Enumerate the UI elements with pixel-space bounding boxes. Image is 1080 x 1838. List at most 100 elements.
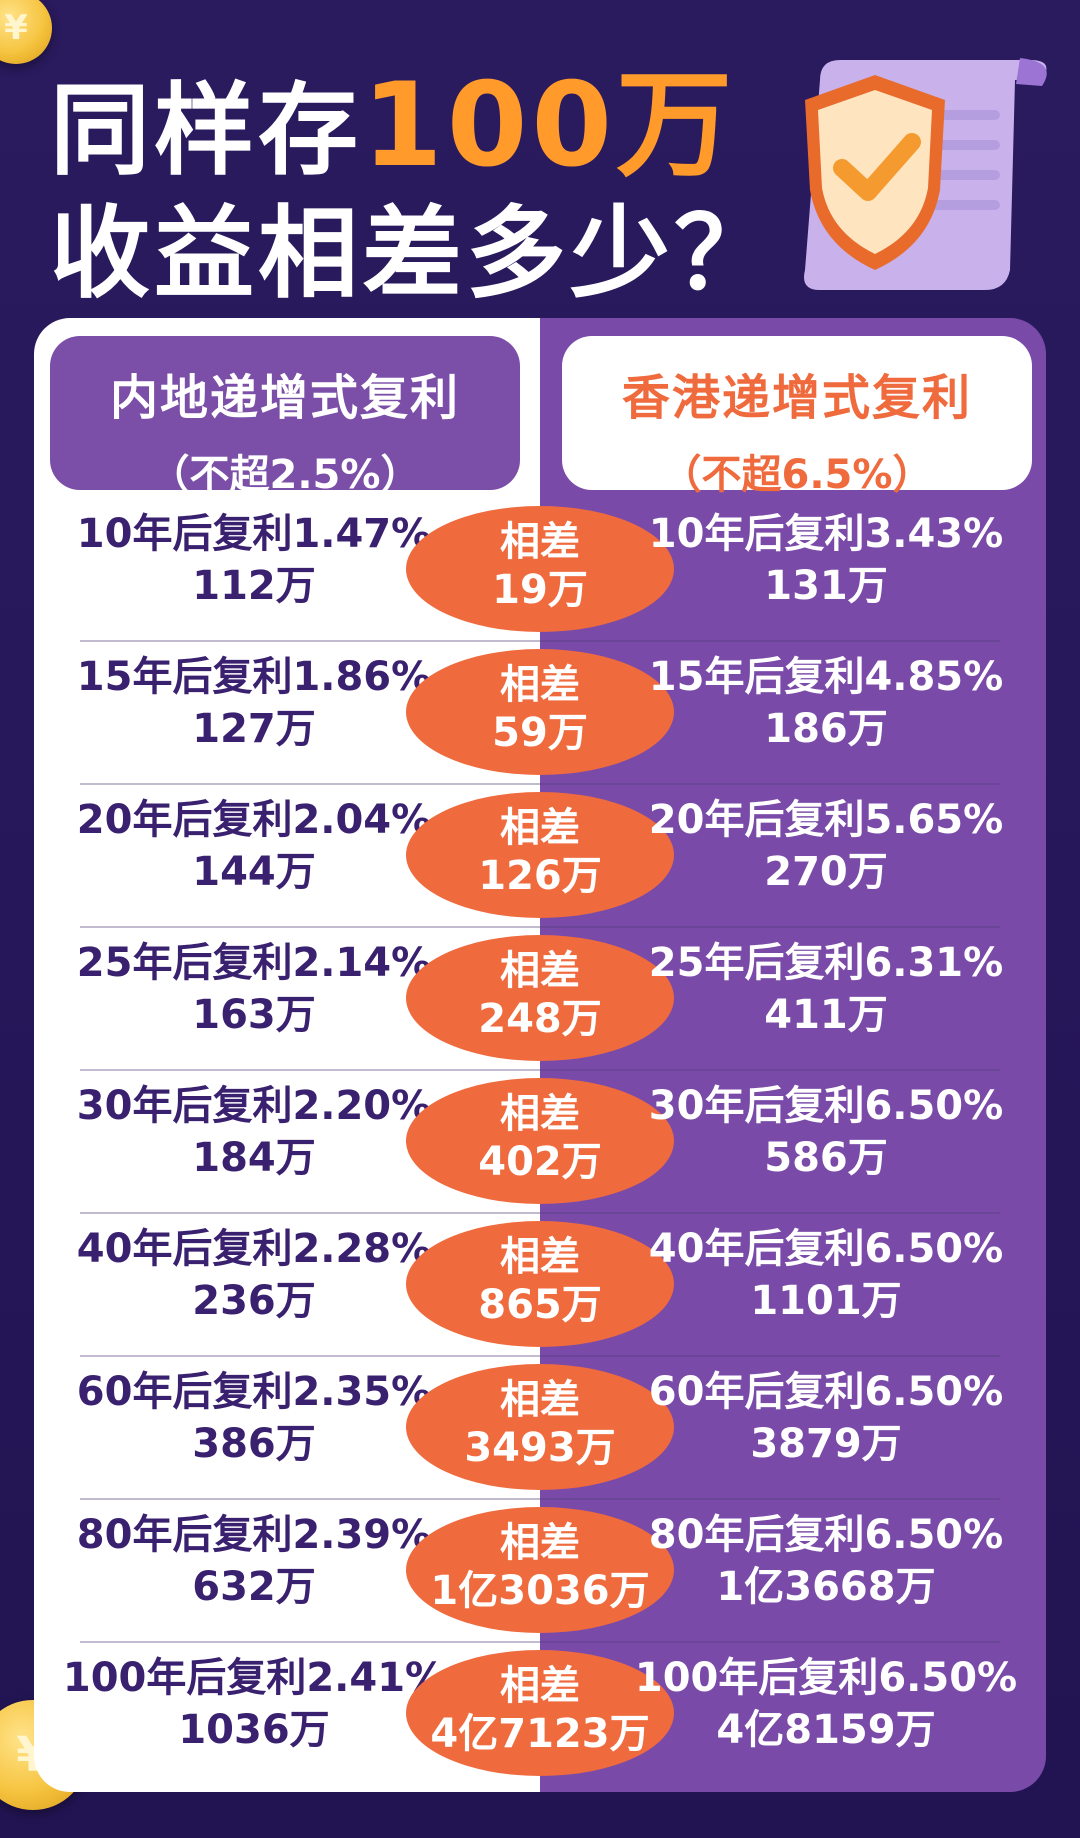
shield-check-icon [804,58,1047,290]
difference-badge: 相差 3493万 [406,1364,674,1490]
mainland-cell: 80年后复利2.39% 632万 [34,1509,474,1613]
page-title-line1: 同样存100万 [50,68,736,184]
mainland-amount: 632万 [192,1564,316,1610]
page-title-line2: 收益相差多少？ [50,195,778,312]
difference-label: 相差 [500,948,580,994]
difference-label: 相差 [500,1091,580,1137]
mainland-amount: 127万 [192,706,316,752]
mainland-rate: 20年后复利2.04% [76,797,432,843]
comparison-row: 80年后复利2.39% 632万 相差 1亿3036万 80年后复利6.50% 1亿3… [34,1499,1046,1643]
mainland-rate: 60年后复利2.35% [76,1369,432,1415]
difference-label: 相差 [500,1663,580,1709]
mainland-rate: 100年后复利2.41% [62,1655,446,1701]
comparison-row: 20年后复利2.04% 144万 相差 126万 20年后复利5.65% 270万 [34,784,1046,928]
difference-label: 相差 [500,519,580,565]
comparison-card: 内地递增式复利 （不超2.5%） 香港递增式复利 （不超6.5%） 10年后复利… [34,318,1046,1792]
mainland-amount: 163万 [192,992,316,1038]
mainland-rate: 30年后复利2.20% [76,1083,432,1129]
difference-badge: 相差 402万 [406,1078,674,1204]
mainland-cell: 15年后复利1.86% 127万 [34,651,474,755]
difference-value: 19万 [492,567,588,613]
hongkong-cell: 20年后复利5.65% 270万 [606,794,1046,898]
hongkong-rate: 60年后复利6.50% [648,1369,1004,1415]
hongkong-rate: 10年后复利3.43% [648,511,1004,557]
row-divider [80,1498,1000,1500]
hongkong-amount: 1101万 [750,1278,902,1324]
mainland-amount: 236万 [192,1278,316,1324]
mainland-amount: 1036万 [178,1707,330,1753]
title-highlight: 100万 [362,58,737,193]
mainland-cell: 20年后复利2.04% 144万 [34,794,474,898]
comparison-rows: 10年后复利1.47% 112万 相差 19万 10年后复利3.43% 131万 15… [34,498,1046,1785]
hongkong-amount: 4亿8159万 [716,1707,936,1753]
difference-value: 4亿7123万 [430,1711,650,1757]
difference-badge: 相差 248万 [406,935,674,1061]
hongkong-cell: 40年后复利6.50% 1101万 [606,1223,1046,1327]
hongkong-header-sub: （不超6.5%） [661,452,933,498]
row-divider [80,1355,1000,1357]
mainland-amount: 112万 [192,563,316,609]
mainland-cell: 10年后复利1.47% 112万 [34,508,474,612]
mainland-cell: 25年后复利2.14% 163万 [34,937,474,1041]
mainland-amount: 144万 [192,849,316,895]
comparison-row: 25年后复利2.14% 163万 相差 248万 25年后复利6.31% 411万 [34,927,1046,1071]
mainland-header-title: 内地递增式复利 [109,370,460,426]
comparison-row: 15年后复利1.86% 127万 相差 59万 15年后复利4.85% 186万 [34,641,1046,785]
hongkong-rate: 20年后复利5.65% [648,797,1004,843]
difference-label: 相差 [500,1377,580,1423]
mainland-rate: 15年后复利1.86% [76,654,432,700]
difference-label: 相差 [500,805,580,851]
hongkong-rate: 15年后复利4.85% [648,654,1004,700]
comparison-row: 10年后复利1.47% 112万 相差 19万 10年后复利3.43% 131万 [34,498,1046,642]
hongkong-cell: 30年后复利6.50% 586万 [606,1080,1046,1184]
difference-badge: 相差 59万 [406,649,674,775]
hongkong-cell: 10年后复利3.43% 131万 [606,508,1046,612]
row-divider [80,783,1000,785]
hongkong-rate: 100年后复利6.50% [634,1655,1018,1701]
row-divider [80,1212,1000,1214]
hongkong-amount: 1亿3668万 [716,1564,936,1610]
mainland-cell: 40年后复利2.28% 236万 [34,1223,474,1327]
difference-badge: 相差 865万 [406,1221,674,1347]
mainland-header: 内地递增式复利 （不超2.5%） [50,336,520,498]
difference-value: 248万 [478,996,602,1042]
title-prefix: 同样存 [50,72,362,189]
difference-value: 865万 [478,1282,602,1328]
hongkong-rate: 25年后复利6.31% [648,940,1004,986]
difference-badge: 相差 19万 [406,506,674,632]
hongkong-amount: 270万 [764,849,888,895]
difference-value: 402万 [478,1139,602,1185]
row-divider [80,926,1000,928]
hongkong-cell: 15年后复利4.85% 186万 [606,651,1046,755]
mainland-amount: 386万 [192,1421,316,1467]
hongkong-amount: 131万 [764,563,888,609]
row-divider [80,640,1000,642]
hongkong-amount: 3879万 [750,1421,902,1467]
difference-value: 126万 [478,853,602,899]
comparison-row: 60年后复利2.35% 386万 相差 3493万 60年后复利6.50% 3879万 [34,1356,1046,1500]
difference-label: 相差 [500,662,580,708]
hongkong-amount: 586万 [764,1135,888,1181]
mainland-rate: 40年后复利2.28% [76,1226,432,1272]
comparison-row: 100年后复利2.41% 1036万 相差 4亿7123万 100年后复利6.50%… [34,1642,1046,1785]
mainland-cell: 30年后复利2.20% 184万 [34,1080,474,1184]
mainland-cell: 60年后复利2.35% 386万 [34,1366,474,1470]
mainland-rate: 25年后复利2.14% [76,940,432,986]
difference-value: 1亿3036万 [430,1568,650,1614]
hongkong-rate: 40年后复利6.50% [648,1226,1004,1272]
difference-value: 3493万 [464,1425,616,1471]
difference-label: 相差 [500,1520,580,1566]
hongkong-cell: 80年后复利6.50% 1亿3668万 [606,1509,1046,1613]
difference-badge: 相差 126万 [406,792,674,918]
hongkong-header-title: 香港递增式复利 [621,370,972,426]
difference-value: 59万 [492,710,588,756]
hongkong-amount: 411万 [764,992,888,1038]
mainland-header-sub: （不超2.5%） [149,452,421,498]
hongkong-amount: 186万 [764,706,888,752]
comparison-row: 30年后复利2.20% 184万 相差 402万 30年后复利6.50% 586万 [34,1070,1046,1214]
comparison-row: 40年后复利2.28% 236万 相差 865万 40年后复利6.50% 1101万 [34,1213,1046,1357]
hongkong-cell: 60年后复利6.50% 3879万 [606,1366,1046,1470]
row-divider [80,1069,1000,1071]
row-divider [80,1641,1000,1643]
hongkong-rate: 30年后复利6.50% [648,1083,1004,1129]
